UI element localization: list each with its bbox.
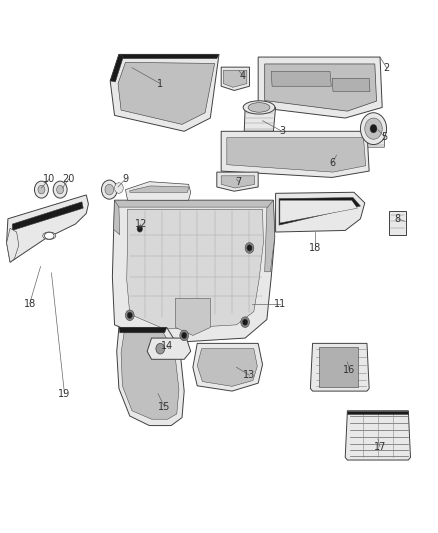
Polygon shape bbox=[319, 347, 358, 387]
Circle shape bbox=[102, 180, 117, 199]
Polygon shape bbox=[345, 411, 410, 460]
Polygon shape bbox=[118, 62, 215, 124]
Polygon shape bbox=[193, 343, 262, 391]
Text: 13: 13 bbox=[244, 370, 256, 380]
Text: 4: 4 bbox=[240, 70, 246, 80]
Polygon shape bbox=[311, 343, 369, 391]
Polygon shape bbox=[389, 211, 406, 235]
Circle shape bbox=[38, 185, 45, 194]
Polygon shape bbox=[347, 411, 408, 414]
Polygon shape bbox=[363, 128, 385, 147]
Circle shape bbox=[156, 343, 165, 354]
Polygon shape bbox=[147, 338, 191, 359]
Circle shape bbox=[57, 185, 64, 194]
Polygon shape bbox=[114, 200, 120, 235]
Text: 12: 12 bbox=[134, 219, 147, 229]
Text: 20: 20 bbox=[63, 174, 75, 184]
Polygon shape bbox=[12, 202, 83, 230]
Polygon shape bbox=[110, 54, 219, 131]
Text: 16: 16 bbox=[343, 365, 356, 375]
Circle shape bbox=[53, 181, 67, 198]
Polygon shape bbox=[119, 327, 167, 333]
Polygon shape bbox=[244, 108, 276, 131]
Polygon shape bbox=[176, 298, 210, 335]
Polygon shape bbox=[221, 176, 254, 188]
Polygon shape bbox=[258, 57, 382, 118]
Polygon shape bbox=[197, 349, 257, 386]
Polygon shape bbox=[119, 54, 219, 59]
Text: 19: 19 bbox=[58, 389, 71, 399]
Circle shape bbox=[370, 124, 377, 133]
Polygon shape bbox=[121, 333, 179, 419]
Text: 11: 11 bbox=[274, 298, 286, 309]
Circle shape bbox=[125, 310, 134, 320]
Text: 1: 1 bbox=[157, 78, 163, 88]
Circle shape bbox=[360, 113, 387, 144]
Polygon shape bbox=[7, 195, 88, 262]
Circle shape bbox=[243, 319, 248, 325]
Polygon shape bbox=[127, 209, 263, 329]
Text: 10: 10 bbox=[43, 174, 55, 184]
Polygon shape bbox=[115, 200, 273, 207]
Circle shape bbox=[245, 243, 254, 253]
Polygon shape bbox=[279, 198, 360, 225]
Text: 3: 3 bbox=[279, 126, 285, 136]
Polygon shape bbox=[113, 200, 275, 343]
Circle shape bbox=[247, 245, 252, 251]
Text: 8: 8 bbox=[394, 214, 400, 224]
Polygon shape bbox=[217, 172, 258, 191]
Text: 7: 7 bbox=[236, 176, 242, 187]
Circle shape bbox=[115, 183, 123, 193]
Text: 18: 18 bbox=[309, 243, 321, 253]
Polygon shape bbox=[280, 200, 357, 223]
Polygon shape bbox=[265, 200, 275, 272]
Polygon shape bbox=[221, 131, 369, 177]
Text: 14: 14 bbox=[161, 341, 173, 351]
Polygon shape bbox=[265, 64, 377, 111]
Polygon shape bbox=[276, 192, 365, 232]
Polygon shape bbox=[227, 138, 366, 172]
Polygon shape bbox=[110, 54, 123, 82]
Text: 9: 9 bbox=[122, 174, 128, 184]
Circle shape bbox=[137, 225, 142, 232]
Text: 6: 6 bbox=[329, 158, 335, 168]
Polygon shape bbox=[332, 78, 370, 92]
Circle shape bbox=[127, 312, 132, 318]
Circle shape bbox=[182, 332, 187, 338]
Ellipse shape bbox=[243, 101, 275, 114]
Text: 15: 15 bbox=[159, 402, 171, 412]
Polygon shape bbox=[223, 70, 247, 87]
Polygon shape bbox=[125, 182, 191, 200]
Polygon shape bbox=[271, 71, 331, 86]
Polygon shape bbox=[221, 67, 250, 91]
Circle shape bbox=[35, 181, 48, 198]
Text: 17: 17 bbox=[374, 442, 386, 452]
Text: 18: 18 bbox=[24, 298, 36, 309]
Text: 5: 5 bbox=[381, 132, 388, 142]
Circle shape bbox=[180, 330, 188, 341]
Text: 2: 2 bbox=[383, 63, 390, 72]
Circle shape bbox=[105, 184, 114, 195]
Ellipse shape bbox=[248, 103, 270, 112]
Polygon shape bbox=[117, 327, 184, 425]
Circle shape bbox=[365, 118, 382, 139]
Ellipse shape bbox=[45, 232, 54, 239]
Polygon shape bbox=[7, 228, 19, 262]
Ellipse shape bbox=[43, 232, 56, 239]
Circle shape bbox=[241, 317, 250, 327]
Polygon shape bbox=[130, 186, 188, 192]
